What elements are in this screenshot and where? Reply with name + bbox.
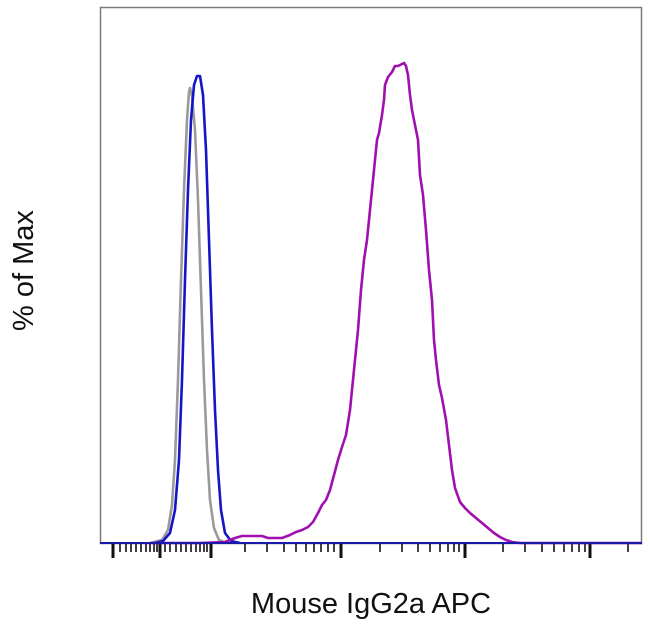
histogram-series-2 [150, 61, 642, 545]
x-axis-ticks [111, 543, 629, 558]
y-axis-label-text: % of Max [7, 209, 40, 331]
plot-frame [99, 6, 643, 545]
histogram-series-1 [154, 74, 241, 545]
y-axis-label: % of Max [2, 180, 46, 360]
histogram-series-0 [149, 86, 227, 545]
x-axis-label: Mouse IgG2a APC [250, 588, 492, 620]
histogram-series [149, 61, 642, 545]
